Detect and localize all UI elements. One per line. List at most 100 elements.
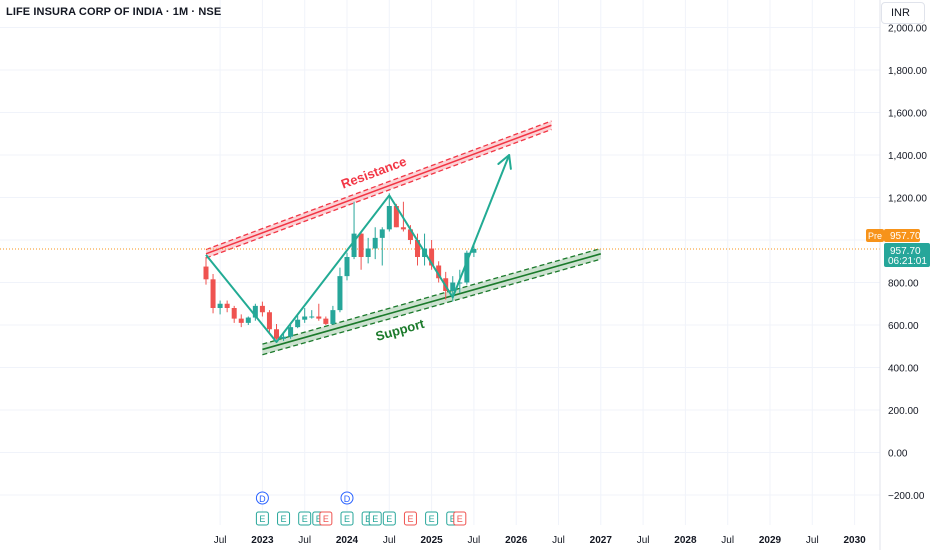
resistance-channel[interactable] xyxy=(205,120,552,259)
earnings-marker-label: E xyxy=(386,514,392,524)
earnings-marker[interactable] xyxy=(453,511,467,526)
candle-body xyxy=(379,229,385,238)
candle-up xyxy=(330,305,336,325)
candle-body xyxy=(407,229,413,240)
dividend-marker[interactable] xyxy=(255,491,269,505)
support-center-line xyxy=(262,253,602,351)
candle-body xyxy=(330,310,336,324)
currency-button[interactable]: INR xyxy=(881,2,925,24)
price-tick-label: 1,600.00 xyxy=(888,109,927,120)
earnings-marker[interactable] xyxy=(277,511,291,526)
candle-up xyxy=(351,201,357,260)
time-tick-label: Jul xyxy=(721,535,734,546)
time-tick-label: Jul xyxy=(298,535,311,546)
time-tick-label: Jul xyxy=(383,535,396,546)
candle-body xyxy=(295,319,301,328)
candle-up xyxy=(288,325,294,339)
candle-up xyxy=(281,333,287,341)
time-tick-label: 2025 xyxy=(420,535,443,546)
candle-down xyxy=(358,231,364,270)
candle-body xyxy=(288,327,294,337)
grid-lines xyxy=(0,0,880,525)
candle-body xyxy=(344,257,350,277)
candle-down xyxy=(323,316,329,325)
price-tick-label: 600.00 xyxy=(888,321,919,332)
earnings-marker[interactable] xyxy=(319,511,333,526)
time-axis[interactable]: Jul 2023 Jul 2024 Jul 2025 Jul 2026 Jul 2027 Jul 20… xyxy=(214,535,866,546)
pre-price-value: 957.70 xyxy=(890,231,921,242)
earnings-marker-label: E xyxy=(407,514,413,524)
dividend-marker-label: D xyxy=(259,494,266,504)
price-tick-label: 2,000.00 xyxy=(888,24,927,35)
earnings-marker-label: E xyxy=(450,514,456,524)
dividend-marker[interactable] xyxy=(340,491,354,505)
candle-up xyxy=(217,300,223,315)
candle-body xyxy=(436,265,442,279)
earnings-marker[interactable] xyxy=(298,511,312,526)
candle-body xyxy=(210,279,216,308)
candle-down xyxy=(203,257,209,285)
candle-down xyxy=(224,300,230,313)
earnings-marker[interactable] xyxy=(403,511,417,526)
candle-body xyxy=(252,305,258,318)
support-upper-edge xyxy=(262,247,601,345)
candle-body xyxy=(358,233,364,257)
candle-body xyxy=(217,303,223,308)
price-tick-label: 1,800.00 xyxy=(888,66,927,77)
candle-body xyxy=(386,206,392,230)
earnings-marker-label: E xyxy=(281,514,287,524)
candle-down xyxy=(316,303,322,321)
earnings-marker[interactable] xyxy=(255,511,269,526)
earnings-marker[interactable] xyxy=(368,511,382,526)
earnings-marker[interactable] xyxy=(382,511,396,526)
candle-body xyxy=(415,240,420,257)
candle-down xyxy=(210,274,216,314)
projection-path[interactable] xyxy=(205,154,512,343)
candle-body xyxy=(274,329,279,339)
candle-body xyxy=(281,336,287,339)
candle-body xyxy=(231,308,237,319)
resistance-upper-edge xyxy=(205,120,552,251)
chart-title: LIFE INSURA CORP OF INDIA · 1M · NSE xyxy=(6,6,222,18)
candle-body xyxy=(450,282,456,291)
earnings-marker-label: E xyxy=(365,514,371,524)
last-price-badge xyxy=(884,243,930,267)
candle-body xyxy=(316,316,322,319)
candle-up xyxy=(245,316,251,325)
time-tick-label: Jul xyxy=(468,535,481,546)
earnings-marker-label: E xyxy=(316,514,322,524)
candle-down xyxy=(231,305,237,323)
price-axis[interactable]: −200.00 0.00 200.00 400.00 600.00 800.00 1,200… xyxy=(879,0,927,550)
price-tick-label: 0.00 xyxy=(888,449,908,460)
earnings-marker-label: E xyxy=(302,514,308,524)
bar-countdown: 06:21:01 xyxy=(888,256,927,267)
candle-body xyxy=(309,316,315,318)
projection-arrowhead xyxy=(508,154,512,170)
support-lower-edge xyxy=(262,258,601,356)
candle-down xyxy=(238,314,244,328)
earnings-marker[interactable] xyxy=(425,511,439,526)
candle-body xyxy=(224,303,230,308)
dividend-marker-label: D xyxy=(344,494,351,504)
candle-up xyxy=(464,250,470,285)
candle-up xyxy=(379,227,385,266)
price-tick-label: 1,200.00 xyxy=(888,194,927,205)
support-channel[interactable] xyxy=(262,247,602,356)
candle-down xyxy=(436,261,442,283)
candle-down xyxy=(274,323,279,340)
earnings-marker[interactable] xyxy=(340,511,354,526)
candle-body xyxy=(429,248,435,266)
candle-up xyxy=(337,267,343,313)
event-markers[interactable]: D DE E E E E E E E E E E E E xyxy=(255,491,467,526)
candle-body xyxy=(464,252,470,283)
projection-line xyxy=(205,154,511,343)
time-tick-label: 2028 xyxy=(674,535,697,546)
candle-body xyxy=(238,318,244,323)
candle-up xyxy=(295,315,301,329)
candle-down xyxy=(259,301,265,317)
candle-body xyxy=(323,318,329,324)
time-tick-label: Jul xyxy=(214,535,227,546)
